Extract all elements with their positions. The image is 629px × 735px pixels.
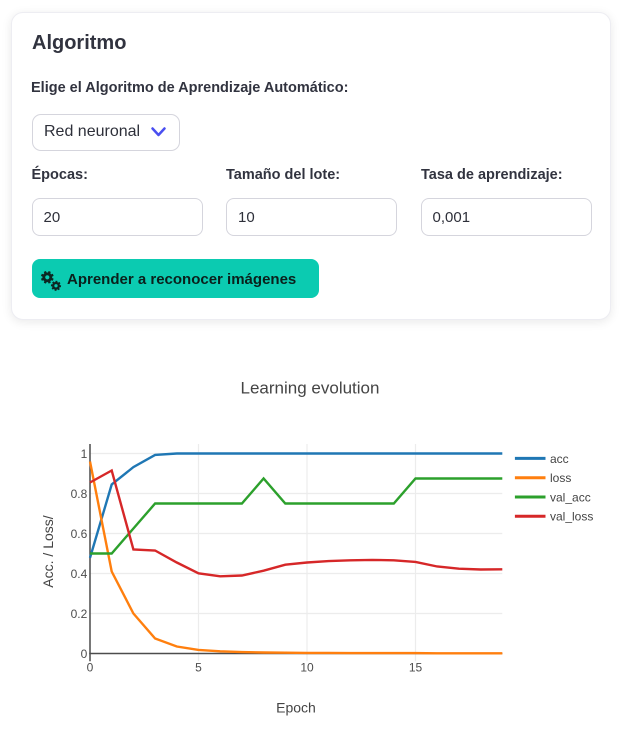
svg-text:acc: acc: [550, 452, 569, 466]
svg-text:1: 1: [81, 447, 88, 461]
svg-text:0: 0: [81, 647, 88, 661]
svg-text:0: 0: [87, 661, 94, 675]
svg-text:10: 10: [300, 661, 314, 675]
svg-text:Epoch: Epoch: [276, 700, 316, 716]
svg-text:0.8: 0.8: [71, 487, 88, 501]
svg-text:val_loss: val_loss: [550, 510, 593, 524]
svg-text:5: 5: [195, 661, 202, 675]
svg-text:0.6: 0.6: [71, 527, 88, 541]
svg-text:Acc. / Loss/: Acc. / Loss/: [40, 515, 56, 587]
svg-text:0.2: 0.2: [71, 607, 88, 621]
svg-text:Learning evolution: Learning evolution: [241, 379, 380, 398]
svg-text:loss: loss: [550, 471, 571, 485]
svg-text:0.4: 0.4: [71, 567, 88, 581]
svg-text:15: 15: [409, 661, 423, 675]
svg-text:val_acc: val_acc: [550, 490, 591, 504]
